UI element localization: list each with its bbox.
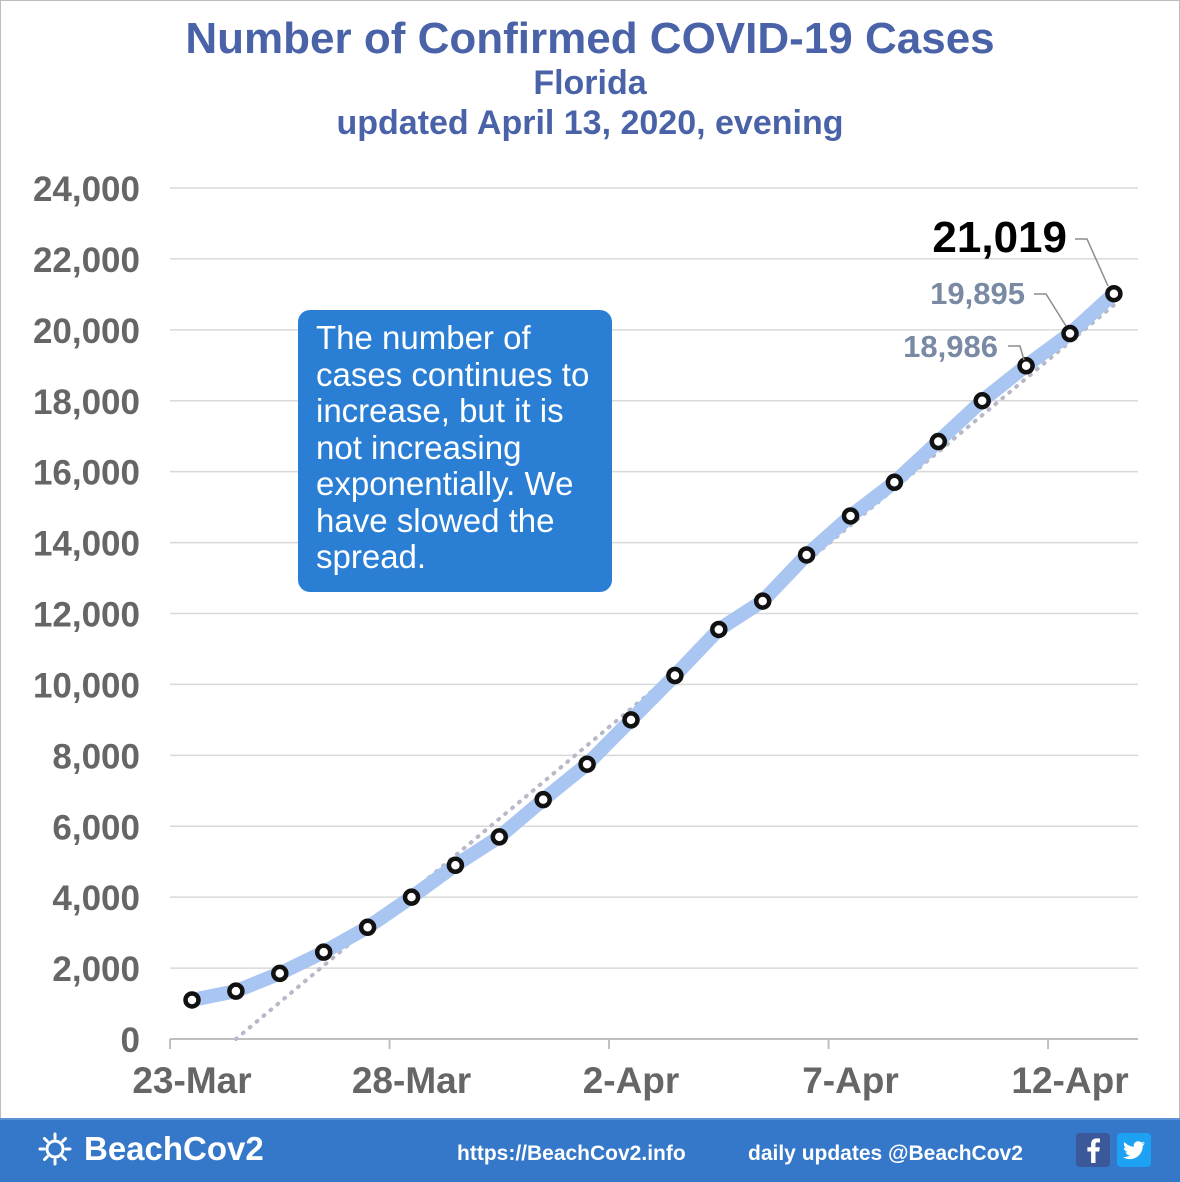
y-tick-label: 22,000 [33, 241, 140, 280]
y-tick-label: 0 [121, 1021, 140, 1060]
data-point [314, 943, 333, 961]
data-point [402, 888, 421, 906]
data-label: 21,019 [932, 213, 1067, 262]
y-tick-label: 6,000 [52, 808, 140, 847]
data-point [622, 711, 640, 729]
data-point [578, 755, 596, 773]
callout-text: The number of cases continues to increas… [316, 319, 590, 575]
y-tick-label: 14,000 [33, 525, 140, 564]
brand-name: BeachCov2 [84, 1130, 264, 1167]
x-tick-label: 23-Mar [132, 1060, 251, 1101]
data-point [1105, 284, 1123, 303]
data-label: 18,986 [903, 329, 998, 364]
chart-title: Number of Confirmed COVID-19 Cases [185, 14, 995, 63]
x-tick-label: 12-Apr [1011, 1060, 1128, 1101]
data-point [271, 964, 289, 983]
y-tick-label: 20,000 [33, 312, 140, 351]
data-point [710, 620, 728, 639]
y-tick-label: 10,000 [33, 666, 140, 705]
data-point [358, 918, 377, 937]
data-point [1017, 357, 1035, 375]
data-point [929, 432, 948, 451]
data-point [973, 392, 991, 410]
data-point [1061, 324, 1079, 343]
series-line [185, 286, 1121, 1007]
data-point [227, 982, 245, 1000]
data-point [490, 828, 509, 846]
leader-line [1008, 345, 1025, 361]
title-block: Number of Confirmed COVID-19 Cases Flori… [0, 14, 1180, 144]
y-tick-label: 18,000 [33, 383, 140, 422]
brand[interactable]: BeachCov2 [38, 1130, 264, 1168]
y-tick-label: 8,000 [52, 737, 140, 776]
data-point [885, 473, 904, 492]
update-date: updated April 13, 2020, evening [336, 104, 844, 142]
data-point [183, 991, 201, 1009]
y-tick-label: 12,000 [33, 596, 140, 635]
facebook-icon[interactable] [1076, 1133, 1110, 1167]
y-tick-label: 16,000 [33, 454, 140, 493]
x-tick-label: 2-Apr [583, 1060, 680, 1101]
data-point [446, 856, 465, 875]
data-point [841, 507, 860, 525]
data-point [666, 666, 684, 685]
y-tick-label: 24,000 [33, 170, 140, 209]
leader-line [1075, 238, 1109, 287]
data-point [797, 546, 816, 564]
callout-box: The number of cases continues to increas… [298, 310, 612, 592]
sun-icon [38, 1132, 72, 1166]
y-tick-label: 2,000 [52, 950, 140, 989]
site-link[interactable]: https://BeachCov2.info [457, 1142, 686, 1165]
data-label: 19,895 [930, 276, 1025, 311]
twitter-icon[interactable] [1117, 1133, 1151, 1167]
x-tick-label: 28-Mar [352, 1060, 471, 1101]
data-point [534, 790, 552, 809]
data-point [753, 592, 772, 610]
x-tick-label: 7-Apr [802, 1060, 899, 1101]
footer-bar: BeachCov2 https://BeachCov2.info daily u… [0, 1118, 1180, 1182]
leader-line [1034, 293, 1067, 327]
chart-subtitle: Florida [533, 64, 647, 102]
y-tick-label: 4,000 [52, 879, 140, 918]
daily-updates-link[interactable]: daily updates @BeachCov2 [748, 1142, 1023, 1165]
line-chart: 0 2,000 4,000 6,000 8,000 10,000 12,000 14,000 1… [33, 170, 1138, 1101]
